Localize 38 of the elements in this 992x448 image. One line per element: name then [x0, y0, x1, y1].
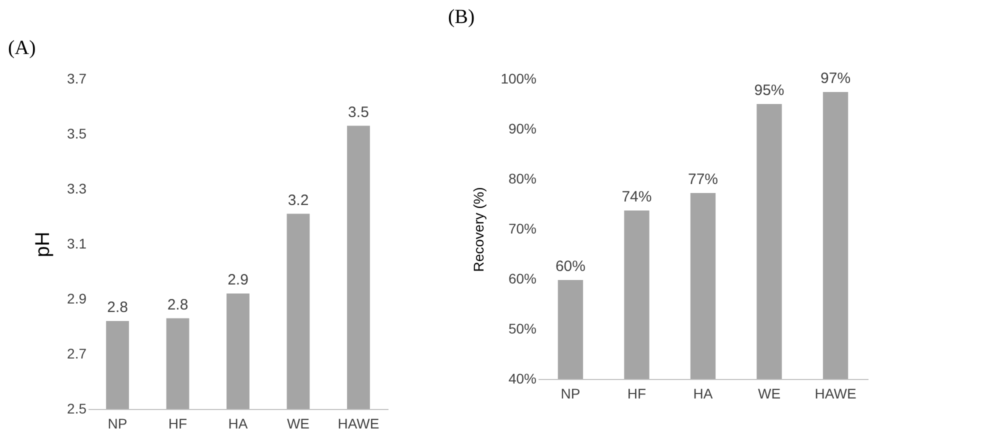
y-tick-label: 3.1	[67, 236, 87, 252]
y-tick-label: 2.9	[67, 290, 87, 306]
y-tick-label: 3.5	[67, 126, 87, 142]
y-axis-title: pH	[32, 232, 54, 258]
x-tick-label: HF	[627, 386, 646, 402]
y-tick-label: 3.7	[67, 70, 87, 86]
x-tick-label: HAWE	[338, 416, 380, 432]
x-tick-label: HA	[228, 416, 248, 432]
data-label: 97%	[820, 70, 851, 87]
y-tick-label: 70%	[508, 220, 536, 236]
x-tick-label: HAWE	[814, 386, 856, 402]
x-tick-label: HF	[168, 416, 188, 432]
x-tick-label: NP	[108, 416, 128, 432]
data-label: 2.8	[167, 296, 188, 314]
y-tick-label: 60%	[508, 270, 536, 286]
chart-title: (A)	[8, 37, 36, 59]
data-label: 2.8	[107, 299, 128, 316]
y-tick-label: 80%	[508, 170, 536, 186]
y-tick-label: 2.7	[67, 346, 87, 362]
y-tick-label: 90%	[508, 120, 536, 136]
y-tick-label: 50%	[508, 320, 536, 336]
data-label: 3.5	[348, 104, 369, 121]
data-label: 74%	[622, 188, 652, 206]
data-label: 60%	[555, 258, 586, 275]
data-label: 3.2	[288, 192, 309, 209]
x-tick-label: WE	[758, 386, 781, 402]
y-axis-title: Recovery (%)	[470, 187, 487, 272]
y-tick-label: 3.3	[67, 180, 87, 196]
data-label: 95%	[754, 82, 784, 99]
y-tick-label: 100%	[500, 70, 536, 86]
x-tick-label: NP	[560, 386, 580, 402]
x-tick-label: WE	[286, 416, 310, 432]
x-tick-label: HA	[693, 386, 714, 402]
data-label: 2.9	[228, 272, 248, 288]
y-tick-label: 2.5	[67, 400, 87, 416]
y-tick-label: 40%	[508, 370, 536, 386]
data-label: 77%	[688, 171, 718, 188]
chart-title: (B)	[448, 6, 475, 28]
